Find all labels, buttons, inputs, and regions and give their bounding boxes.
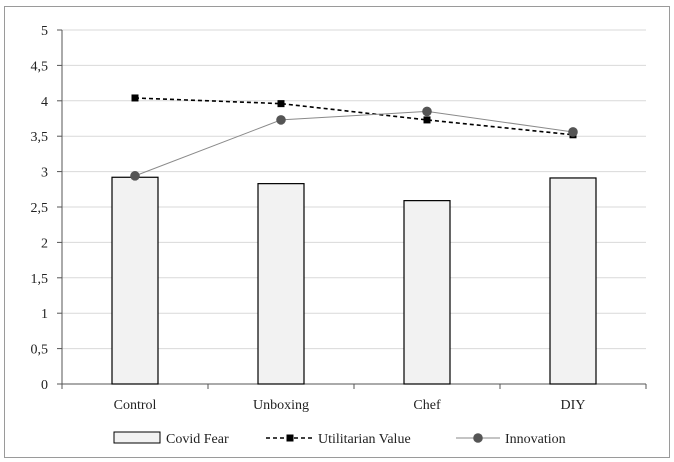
point-innovation bbox=[568, 127, 578, 137]
bar-layer bbox=[111, 176, 597, 385]
bar-covid-fear bbox=[549, 177, 597, 385]
y-tick-label: 0,5 bbox=[31, 343, 49, 358]
y-tick-label: 0 bbox=[41, 378, 48, 393]
y-tick-label: 3 bbox=[41, 166, 48, 181]
point-innovation bbox=[276, 115, 286, 125]
point-utilitarian-value bbox=[131, 94, 139, 102]
legend-marker-innovation bbox=[473, 433, 483, 443]
bar-covid-fear bbox=[403, 200, 451, 385]
y-tick-label: 4 bbox=[41, 95, 48, 110]
point-utilitarian-value bbox=[277, 100, 285, 108]
x-tick-label: Chef bbox=[413, 398, 441, 413]
point-utilitarian-value bbox=[423, 116, 431, 124]
bar-covid-fear bbox=[111, 176, 159, 385]
legend-swatch-covid-fear bbox=[113, 431, 161, 444]
series-line-innovation bbox=[134, 110, 574, 177]
series-line-utilitarian-value bbox=[134, 97, 574, 136]
y-tick-label: 4,5 bbox=[31, 59, 49, 74]
y-tick-label: 2 bbox=[41, 236, 48, 251]
y-tick-label: 3,5 bbox=[31, 130, 49, 145]
x-tick-label: Unboxing bbox=[253, 398, 309, 413]
label-layer: 0 0,5 1 1,5 2 2,5 3 3,5 4 4,5 5 Control Unboxing Chef… bbox=[31, 24, 586, 413]
y-tick-label: 1 bbox=[41, 307, 48, 322]
axis-layer bbox=[57, 29, 647, 389]
y-tick-label: 2,5 bbox=[31, 201, 49, 216]
bar-covid-fear bbox=[257, 183, 305, 385]
legend-label-utilitarian-value: Utilitarian Value bbox=[318, 432, 411, 447]
point-innovation bbox=[130, 171, 140, 181]
point-innovation bbox=[422, 106, 432, 117]
legend-marker-utilitarian-value bbox=[286, 434, 294, 442]
x-tick-label: DIY bbox=[561, 398, 586, 413]
x-tick-label: Control bbox=[114, 398, 157, 413]
y-tick-label: 1,5 bbox=[31, 272, 49, 287]
grid-layer bbox=[62, 29, 646, 350]
legend-label-innovation: Innovation bbox=[505, 432, 566, 447]
y-tick-label: 5 bbox=[41, 24, 48, 39]
line-layer bbox=[130, 94, 578, 181]
legend-label-covid-fear: Covid Fear bbox=[166, 432, 229, 447]
legend-layer: Covid Fear Utilitarian Value Innovation bbox=[113, 431, 566, 447]
